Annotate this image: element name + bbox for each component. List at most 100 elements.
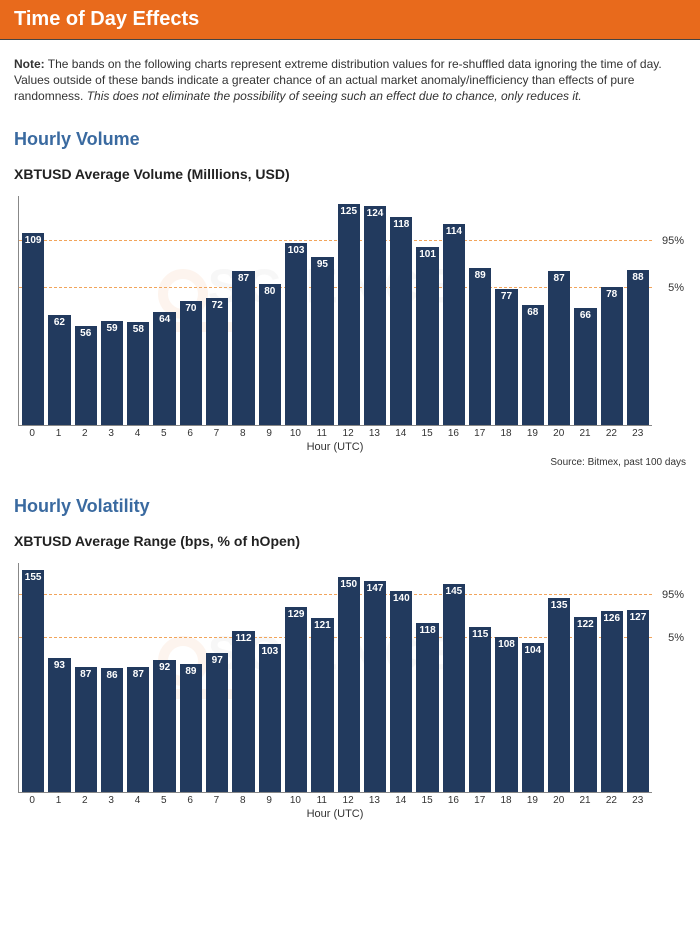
x-tick: 0 <box>21 795 43 806</box>
x-tick: 4 <box>126 428 148 439</box>
x-tick: 21 <box>574 795 596 806</box>
chart-bar: 101 <box>416 247 438 425</box>
chart-bar: 121 <box>311 618 333 791</box>
bar-value-label: 58 <box>133 324 144 335</box>
bars-container: 1559387868792899711210312912115014714011… <box>19 563 652 792</box>
x-tick: 10 <box>284 795 306 806</box>
x-axis-label: Hour (UTC) <box>18 808 652 820</box>
note-label: Note: <box>14 57 45 71</box>
bar-value-label: 103 <box>261 646 278 657</box>
chart-bar: 93 <box>48 658 70 791</box>
source-label: Source: Bitmex, past 100 days <box>14 457 686 468</box>
x-tick: 11 <box>311 428 333 439</box>
bar-value-label: 126 <box>603 613 620 624</box>
bar-value-label: 88 <box>632 272 643 283</box>
chart-bar: 155 <box>22 570 44 792</box>
bar-value-label: 89 <box>475 270 486 281</box>
band-label: 5% <box>668 282 684 294</box>
bar-value-label: 87 <box>80 669 91 680</box>
chart-title: XBTUSD Average Volume (Milllions, USD) <box>14 166 686 182</box>
bar-value-label: 59 <box>106 323 117 334</box>
x-tick: 6 <box>179 795 201 806</box>
chart-bar: 104 <box>522 643 544 792</box>
bar-value-label: 92 <box>159 662 170 673</box>
chart-bar: 118 <box>390 217 412 425</box>
divider <box>0 39 700 40</box>
bar-value-label: 78 <box>606 289 617 300</box>
chart-bar: 92 <box>153 660 175 792</box>
chart-bar: 112 <box>232 631 254 791</box>
band-label: 95% <box>662 589 684 601</box>
x-tick: 1 <box>47 428 69 439</box>
chart-bar: 88 <box>627 270 649 425</box>
bar-value-label: 118 <box>393 219 409 230</box>
bar-value-label: 56 <box>80 328 91 339</box>
bar-value-label: 87 <box>238 273 249 284</box>
chart-bar: 125 <box>338 204 360 424</box>
bar-value-label: 95 <box>317 259 328 270</box>
x-tick: 14 <box>390 428 412 439</box>
x-tick: 13 <box>363 795 385 806</box>
x-tick: 23 <box>627 795 649 806</box>
bar-value-label: 93 <box>54 660 65 671</box>
bar-value-label: 103 <box>288 245 305 256</box>
chart-bar: 95 <box>311 257 333 424</box>
x-tick: 15 <box>416 795 438 806</box>
chart-bar: 97 <box>206 653 228 792</box>
bar-value-label: 140 <box>393 593 410 604</box>
chart-bar: 150 <box>338 577 360 792</box>
chart-bar: 135 <box>548 598 570 791</box>
chart-section: Hourly Volume XBTUSD Average Volume (Mill… <box>0 109 700 468</box>
bar-value-label: 112 <box>235 633 251 644</box>
chart-bar: 108 <box>495 637 517 792</box>
chart-bar: 140 <box>390 591 412 791</box>
bar-value-label: 87 <box>133 669 144 680</box>
section-title: Hourly Volatility <box>14 496 686 517</box>
chart-wrap: SCIENCE95%5%1096256595864707287801039512… <box>18 196 652 453</box>
bar-value-label: 129 <box>288 609 305 620</box>
x-tick: 6 <box>179 428 201 439</box>
x-tick: 5 <box>153 428 175 439</box>
x-tick: 20 <box>548 428 570 439</box>
band-label: 95% <box>662 235 684 247</box>
chart-bar: 78 <box>601 287 623 424</box>
bar-value-label: 77 <box>501 291 512 302</box>
chart-bar: 89 <box>469 268 491 425</box>
bar-value-label: 66 <box>580 310 591 321</box>
bar-value-label: 80 <box>264 286 275 297</box>
chart-bar: 56 <box>75 326 97 425</box>
x-tick: 8 <box>232 428 254 439</box>
bar-value-label: 97 <box>212 655 223 666</box>
x-tick: 7 <box>205 795 227 806</box>
bar-value-label: 70 <box>185 303 196 314</box>
bar-value-label: 147 <box>367 583 384 594</box>
bar-value-label: 87 <box>554 273 565 284</box>
x-tick: 21 <box>574 428 596 439</box>
chart-bar: 109 <box>22 233 44 425</box>
x-tick: 19 <box>521 795 543 806</box>
bar-value-label: 122 <box>577 619 594 630</box>
x-tick: 8 <box>232 795 254 806</box>
chart-bar: 87 <box>548 271 570 424</box>
x-tick: 16 <box>442 428 464 439</box>
x-tick: 4 <box>126 795 148 806</box>
x-tick: 18 <box>495 428 517 439</box>
x-tick: 15 <box>416 428 438 439</box>
x-tick: 22 <box>600 428 622 439</box>
bar-value-label: 118 <box>420 625 436 636</box>
bar-value-label: 104 <box>524 645 541 656</box>
x-tick: 17 <box>469 428 491 439</box>
chart-bar: 124 <box>364 206 386 424</box>
note-italic: This does not eliminate the possibility … <box>87 89 582 103</box>
chart-bar: 68 <box>522 305 544 425</box>
x-tick: 2 <box>74 795 96 806</box>
x-tick: 12 <box>337 795 359 806</box>
bar-value-label: 124 <box>367 208 384 219</box>
bars-container: 1096256595864707287801039512512411810111… <box>19 196 652 425</box>
chart-bar: 126 <box>601 611 623 791</box>
bar-value-label: 135 <box>551 600 568 611</box>
section-title: Hourly Volume <box>14 129 686 150</box>
chart-bar: 118 <box>416 623 438 792</box>
chart-bar: 77 <box>495 289 517 425</box>
bar-value-label: 62 <box>54 317 65 328</box>
